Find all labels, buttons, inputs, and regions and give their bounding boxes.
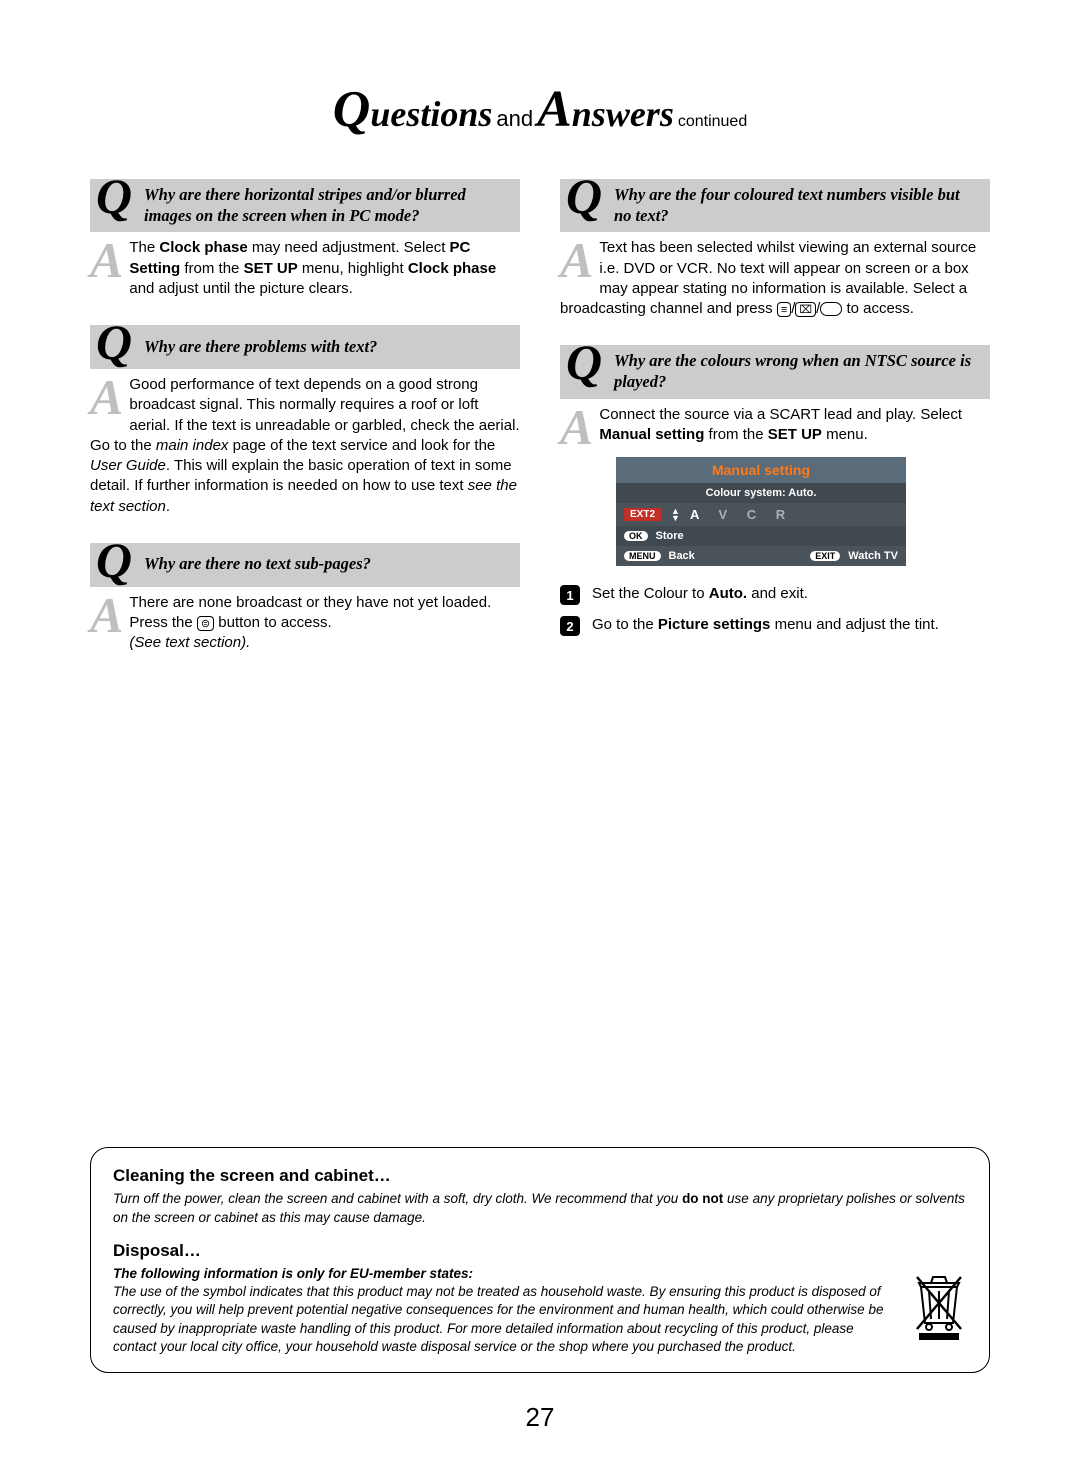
question-text: Why are there horizontal stripes and/or … xyxy=(144,185,510,226)
question-block: Q Why are there horizontal stripes and/o… xyxy=(90,179,520,232)
question-block: Q Why are there problems with text? xyxy=(90,325,520,369)
ext-badge: EXT2 xyxy=(624,508,661,521)
disposal-text: The use of the symbol indicates that thi… xyxy=(113,1284,883,1354)
cleaning-text: Turn off the power, clean the screen and… xyxy=(113,1190,967,1226)
answer-block: A Connect the source via a SCART lead an… xyxy=(560,405,990,446)
left-column: Q Why are there horizontal stripes and/o… xyxy=(90,179,520,680)
step-number: 1 xyxy=(560,585,580,605)
step-item: 1 Set the Colour to Auto. and exit. xyxy=(560,584,990,605)
osd-title: Manual setting xyxy=(616,457,906,483)
updown-arrows-icon: ▲▼ xyxy=(671,508,680,522)
page-title: Questions and Answers continued xyxy=(90,80,990,139)
subpage-button-icon: ⊜ xyxy=(197,616,214,631)
question-text: Why are there problems with text? xyxy=(144,337,377,358)
disposal-heading: Disposal… xyxy=(113,1241,967,1261)
mix-button-icon: ⌧ xyxy=(795,302,816,317)
steps-list: 1 Set the Colour to Auto. and exit. 2 Go… xyxy=(560,584,990,636)
answer-block: A There are none broadcast or they have … xyxy=(90,593,520,654)
tv-button-icon xyxy=(820,302,842,316)
answer-block: A Good performance of text depends on a … xyxy=(90,375,520,517)
weee-bin-icon xyxy=(911,1269,967,1341)
question-text: Why are the colours wrong when an NTSC s… xyxy=(614,351,980,392)
osd-store-row: OK Store xyxy=(616,526,906,546)
step-number: 2 xyxy=(560,616,580,636)
menu-pill: MENU xyxy=(624,551,661,561)
text-button-icon: ≡ xyxy=(777,302,791,317)
info-box: Cleaning the screen and cabinet… Turn of… xyxy=(90,1147,990,1373)
right-column: Q Why are the four coloured text numbers… xyxy=(560,179,990,680)
ok-pill: OK xyxy=(624,531,648,541)
osd-colour-system: Colour system: Auto. xyxy=(616,483,906,503)
question-text: Why are the four coloured text numbers v… xyxy=(614,185,980,226)
exit-pill: EXIT xyxy=(810,551,840,561)
question-text: Why are there no text sub-pages? xyxy=(144,554,371,575)
answer-block: A Text has been selected whilst viewing … xyxy=(560,238,990,319)
question-block: Q Why are there no text sub-pages? xyxy=(90,543,520,587)
answer-block: A The Clock phase may need adjustment. S… xyxy=(90,238,520,299)
disposal-lead: The following information is only for EU… xyxy=(113,1266,473,1281)
osd-nav-row: MENU Back EXIT Watch TV xyxy=(616,546,906,566)
osd-manual-setting: Manual setting Colour system: Auto. EXT2… xyxy=(616,457,906,566)
cleaning-heading: Cleaning the screen and cabinet… xyxy=(113,1166,967,1186)
osd-source-row: EXT2 ▲▼ A V C R xyxy=(616,503,906,526)
step-item: 2 Go to the Picture settings menu and ad… xyxy=(560,615,990,636)
question-block: Q Why are the colours wrong when an NTSC… xyxy=(560,345,990,398)
question-block: Q Why are the four coloured text numbers… xyxy=(560,179,990,232)
page-number: 27 xyxy=(0,1402,1080,1433)
